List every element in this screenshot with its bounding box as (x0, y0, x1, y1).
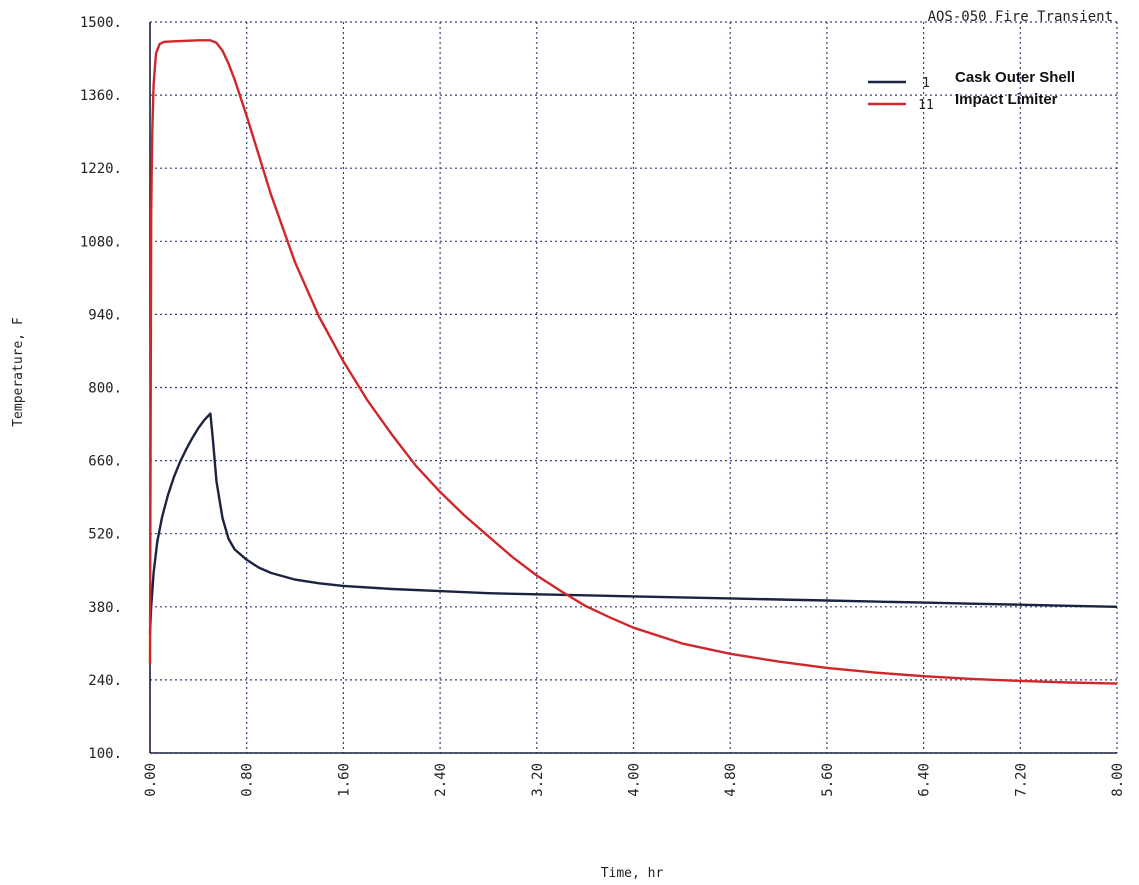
legend-entry-label: Cask Outer Shell (955, 69, 1075, 86)
y-tick-label: 940. (88, 307, 122, 323)
legend-marker-label: 11 (918, 98, 934, 113)
y-tick-label: 1220. (80, 161, 122, 177)
x-tick-label: 8.00 (1110, 763, 1126, 797)
x-tick-label: 5.60 (820, 763, 836, 797)
y-tick-label: 380. (88, 600, 122, 616)
x-tick-label: 4.00 (627, 763, 643, 797)
x-tick-label: 3.20 (530, 763, 546, 797)
legend: 1 Cask Outer Shell 11 Impact Limiter (868, 69, 1075, 113)
y-tick-label: 520. (88, 527, 122, 543)
legend-marker-label: 1 (922, 76, 930, 91)
y-tick-labels: 100. 240. 380. 520. 660. 800. 940. 1080. 1220. 13… (80, 15, 122, 762)
x-tick-label: 6.40 (917, 763, 933, 797)
series-group (148, 39, 1118, 685)
x-axis-label: Time, hr (601, 866, 664, 881)
y-tick-label: 1500. (80, 15, 122, 31)
x-tick-label: 7.20 (1013, 763, 1029, 797)
y-tick-label: 100. (88, 746, 122, 762)
y-tick-label: 240. (88, 673, 122, 689)
x-tick-label: 2.40 (433, 763, 449, 797)
y-tick-label: 1360. (80, 88, 122, 104)
x-tick-labels: 0.00 0.80 1.60 2.40 3.20 4.00 4.80 5.60 6.40 7.20… (143, 763, 1126, 797)
x-tick-label: 1.60 (336, 763, 352, 797)
x-tick-label: 4.80 (723, 763, 739, 797)
legend-entry-label: Impact Limiter (955, 91, 1058, 108)
y-tick-label: 1080. (80, 234, 122, 250)
series-line-1 (148, 412, 1118, 633)
series-line-2 (148, 39, 1118, 685)
y-tick-label: 800. (88, 381, 122, 397)
chart-title: AOS-050 Fire Transient (928, 9, 1113, 25)
y-tick-label: 660. (88, 454, 122, 470)
x-tick-label: 0.80 (240, 763, 256, 797)
grid (149, 21, 1118, 754)
y-axis-label: Temperature, F (11, 317, 26, 427)
x-tick-label: 0.00 (143, 763, 159, 797)
